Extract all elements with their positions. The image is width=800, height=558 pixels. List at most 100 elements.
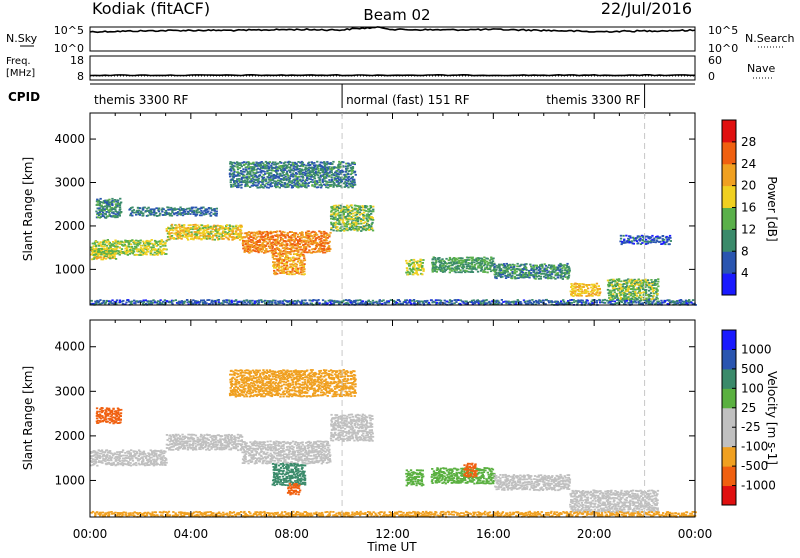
heatmap-cell [96,465,98,467]
heatmap-cell [308,230,310,232]
heatmap-cell [320,233,322,235]
heatmap-cell [173,213,175,215]
heatmap-cell [269,169,271,171]
heatmap-cell [119,208,121,210]
heatmap-cell [297,261,299,263]
y-tick-label: 4000 [54,132,85,146]
heatmap-cell [442,265,444,267]
heatmap-cell [248,168,250,170]
heatmap-cell [437,299,439,301]
heatmap-cell [355,174,357,176]
heatmap-cell [261,251,263,253]
heatmap-cell [106,245,108,247]
heatmap-cell [464,303,466,305]
heatmap-cell [241,179,243,181]
heatmap-cell [508,301,510,303]
heatmap-cell [212,237,214,239]
heatmap-cell [432,262,434,264]
heatmap-cell [199,301,201,303]
heatmap-cell [172,300,174,302]
heatmap-cell [303,265,305,267]
heatmap-cell [121,248,123,250]
heatmap-cell [251,239,253,241]
heatmap-cell [657,298,659,300]
heatmap-cell [647,279,649,281]
heatmap-cell [327,187,329,189]
heatmap-cell [311,235,313,237]
heatmap-cell [97,455,99,457]
beam-title: Beam 02 [363,6,430,24]
heatmap-cell [455,299,457,301]
heatmap-cell [500,268,502,270]
heatmap-cell [297,245,299,247]
heatmap-cell [330,214,332,216]
heatmap-cell [659,237,661,239]
heatmap-cell [413,264,415,266]
heatmap-cell [256,184,258,186]
heatmap-cell [131,215,133,217]
heatmap-cell [513,266,515,268]
heatmap-cell [501,276,503,278]
heatmap-cell [106,211,108,213]
heatmap-cell [338,205,340,207]
heatmap-cell [352,170,354,172]
heatmap-cell [481,262,483,264]
heatmap-cell [492,260,494,262]
freq-panel: Freq. [MHz] 18 8 60 0 Nave [6,54,775,83]
heatmap-cell [498,302,500,304]
heatmap-cell [119,300,121,302]
heatmap-cell [490,257,492,259]
heatmap-cell [243,236,245,238]
heatmap-cell [125,302,127,304]
heatmap-cell [355,222,357,224]
heatmap-cell [372,209,374,211]
heatmap-cell [525,274,527,276]
heatmap-cell [171,232,173,234]
heatmap-cell [114,216,116,218]
heatmap-cell [294,240,296,242]
heatmap-cell [368,229,370,231]
heatmap-cell [135,240,137,242]
heatmap-cell [111,302,113,304]
heatmap-cell [240,187,242,189]
heatmap-cell [489,268,491,270]
heatmap-cell [328,245,330,247]
heatmap-cell [294,234,296,236]
heatmap-cell [283,272,285,274]
heatmap-cell [283,303,285,305]
heatmap-cell [257,164,259,166]
heatmap-cell [357,300,359,302]
heatmap-cell [142,215,144,217]
heatmap-cell [238,180,240,182]
heatmap-cell [623,280,625,282]
heatmap-cell [547,266,549,268]
heatmap-cell [414,301,416,303]
heatmap-cell [236,178,238,180]
heatmap-cell [205,302,207,304]
heatmap-cell [614,295,616,297]
heatmap-cell [273,255,275,257]
heatmap-cell [365,229,367,231]
heatmap-cell [238,178,240,180]
heatmap-cell [631,293,633,295]
heatmap-cell [332,226,334,228]
heatmap-cell [631,240,633,242]
heatmap-cell [188,301,190,303]
heatmap-cell [508,267,510,269]
heatmap-cell [100,453,102,455]
heatmap-cell [333,300,335,302]
heatmap-cell [623,297,625,299]
heatmap-cell [307,244,309,246]
power-colorbar-tick-label: 20 [741,179,756,193]
heatmap-cell [286,243,288,245]
heatmap-cell [339,164,341,166]
heatmap-cell [628,239,630,241]
heatmap-cell [631,284,633,286]
heatmap-cell [539,271,541,273]
heatmap-cell [256,243,258,245]
heatmap-cell [348,176,350,178]
heatmap-cell [349,212,351,214]
heatmap-cell [264,235,266,237]
heatmap-cell [287,175,289,177]
heatmap-cell [242,168,244,170]
